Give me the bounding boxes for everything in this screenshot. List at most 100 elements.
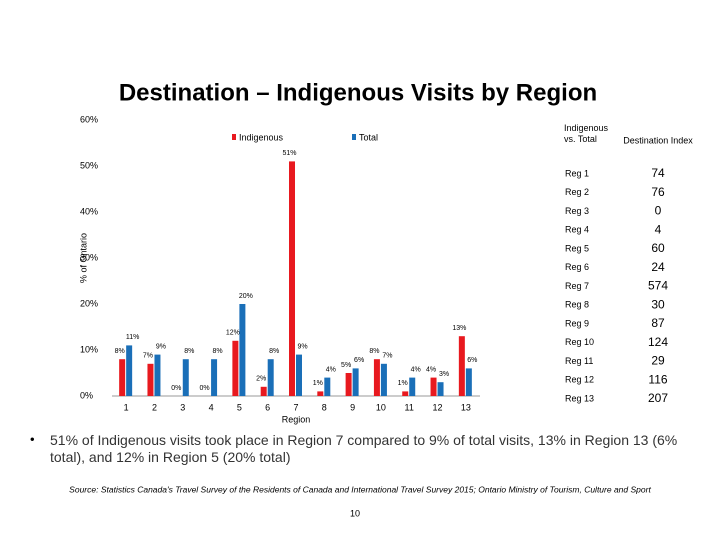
value-label: 8% — [184, 348, 194, 355]
value-label: 8% — [369, 348, 379, 355]
table-row-label: Reg 9 — [565, 318, 589, 328]
bar — [267, 359, 274, 396]
source: Source: Statistics Canada's Travel Surve… — [69, 484, 651, 494]
table-row-label: Reg 3 — [565, 206, 589, 216]
value-label: 9% — [156, 343, 166, 350]
bar — [211, 359, 218, 396]
x-tick-label: 9 — [350, 402, 355, 412]
bullet-box: 51% of Indigenous visits took place in R… — [50, 432, 678, 465]
table-row-label: Reg 2 — [565, 187, 589, 197]
value-label: 4% — [426, 366, 436, 373]
x-tick-label: 10 — [376, 402, 386, 412]
value-label: 1% — [398, 380, 408, 387]
bar — [373, 359, 380, 396]
y-tick-label: 40% — [80, 206, 98, 216]
value-label: 51% — [282, 150, 296, 157]
table-cell: 4 — [655, 222, 662, 236]
bar — [317, 391, 324, 396]
value-label: 20% — [239, 293, 253, 300]
table-cell: 76 — [651, 185, 665, 199]
table-row-label: Reg 11 — [565, 356, 593, 366]
table-cell: 29 — [651, 354, 665, 368]
table-header: Destination Index — [623, 135, 693, 145]
value-label: 4% — [326, 366, 336, 373]
x-tick-label: 13 — [461, 402, 471, 412]
value-label: 7% — [382, 353, 392, 360]
value-label: 11% — [126, 334, 140, 341]
x-tick-label: 7 — [293, 402, 298, 412]
bar — [409, 377, 416, 396]
bar — [239, 304, 246, 396]
bar — [260, 386, 267, 396]
bar — [402, 391, 409, 396]
x-tick-label: 8 — [322, 402, 327, 412]
x-tick-label: 12 — [433, 402, 443, 412]
bar — [126, 345, 133, 396]
y-tick-label: 10% — [80, 344, 98, 354]
x-tick-label: 5 — [237, 402, 242, 412]
table-row-label: Reg 13 — [565, 393, 594, 403]
bar — [465, 368, 472, 396]
table-row-label: Reg 8 — [565, 300, 589, 310]
table-row-label: Reg 4 — [565, 225, 589, 235]
table-row-label: Reg 1 — [565, 168, 589, 178]
value-label: 8% — [269, 348, 279, 355]
table-cell: 87 — [651, 316, 665, 330]
table-header-box: Indigenous vs. Total — [564, 123, 609, 144]
table-row-label: Reg 12 — [565, 375, 594, 385]
table-cell: 24 — [651, 260, 665, 274]
table-row-label: Reg 7 — [565, 281, 589, 291]
legend-label: Total — [359, 132, 378, 142]
table-cell: 0 — [655, 204, 662, 218]
value-label: 6% — [354, 357, 364, 364]
x-tick-label: 11 — [405, 402, 414, 412]
value-label: 13% — [452, 325, 466, 332]
table-cell: 74 — [651, 166, 665, 180]
bar — [119, 359, 126, 396]
value-label: 8% — [213, 348, 223, 355]
bar — [289, 161, 295, 396]
value-label: 1% — [313, 380, 323, 387]
bar — [324, 377, 331, 396]
slide-title: Destination – Indigenous Visits by Regio… — [119, 79, 597, 106]
value-label: 2% — [256, 376, 266, 383]
bar — [147, 363, 154, 396]
page-number: 10 — [350, 508, 360, 518]
table-cell: 124 — [648, 335, 668, 349]
y-tick-label: 0% — [80, 390, 93, 400]
value-label: 0% — [200, 385, 210, 392]
value-label: 8% — [115, 348, 125, 355]
bar — [182, 359, 189, 396]
value-label: 6% — [467, 357, 477, 364]
table-row-label: Reg 10 — [565, 337, 594, 347]
y-axis-label: % of Ontario — [78, 233, 88, 283]
table-header: Indigenous vs. Total — [564, 123, 609, 144]
value-label: 0% — [171, 385, 181, 392]
bullet-text: 51% of Indigenous visits took place in R… — [50, 432, 678, 465]
legend-swatch — [232, 134, 236, 140]
table-cell: 207 — [648, 391, 668, 405]
value-label: 5% — [341, 362, 351, 369]
bullet-mark: • — [30, 431, 35, 446]
table-row-label: Reg 5 — [565, 243, 589, 253]
bar — [345, 373, 352, 396]
x-axis-label: Region — [282, 414, 311, 424]
y-tick-label: 50% — [80, 160, 98, 170]
bar — [296, 354, 302, 396]
bar — [430, 377, 437, 396]
value-label: 4% — [411, 366, 421, 373]
table-cell: 116 — [648, 372, 667, 386]
bar — [154, 354, 161, 396]
table-cell: 60 — [651, 241, 665, 255]
x-tick-label: 3 — [180, 402, 185, 412]
legend-swatch — [352, 134, 356, 140]
table-cell: 574 — [648, 279, 668, 293]
table-cell: 30 — [651, 297, 665, 311]
legend-label: Indigenous — [239, 132, 284, 142]
bar — [380, 363, 387, 396]
y-tick-label: 20% — [80, 298, 98, 308]
bar — [232, 340, 239, 396]
y-tick-label: 60% — [80, 114, 98, 124]
